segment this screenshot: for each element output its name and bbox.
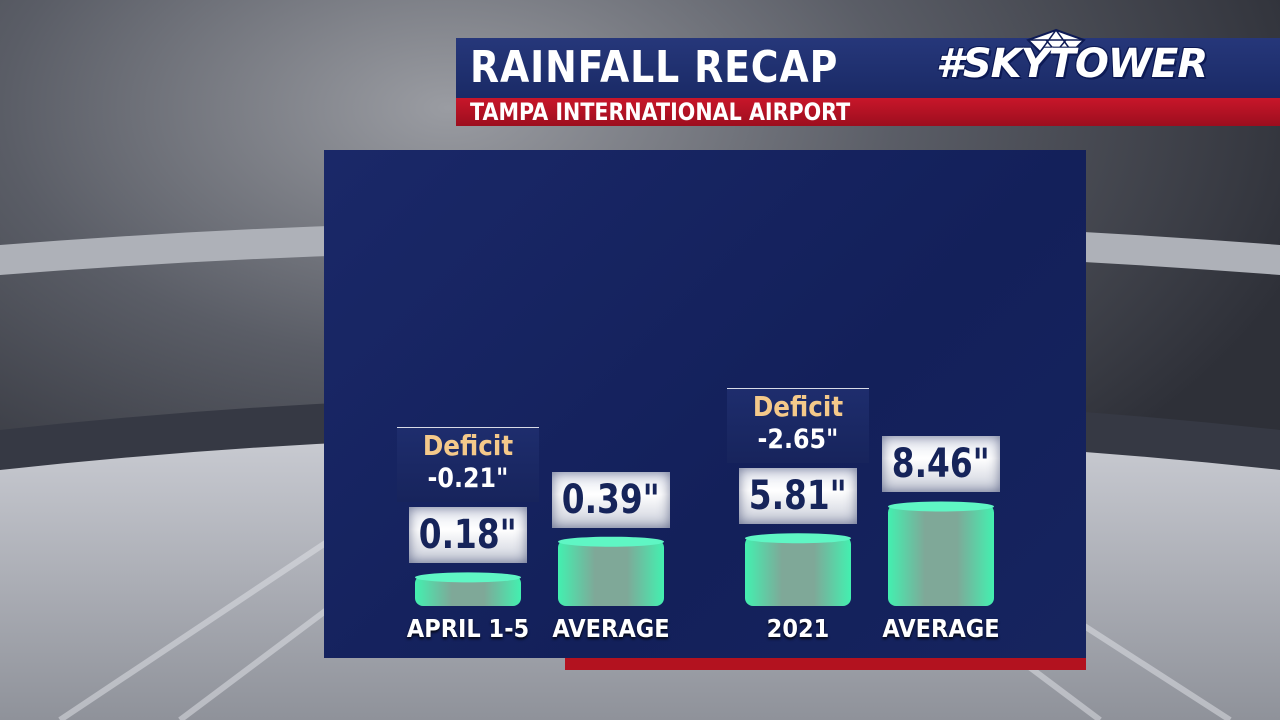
category-label-0: APRIL 1-5	[406, 614, 530, 643]
subtitle-bar: TAMPA INTERNATIONAL AIRPORT	[456, 98, 1280, 126]
value-label-box-0: 0.18"	[409, 507, 527, 564]
bar-cap-2	[745, 533, 851, 544]
value-label-3: 8.46"	[891, 441, 991, 488]
bar-1	[558, 539, 664, 606]
deficit-annotation-0: Deficit -0.21"	[397, 427, 539, 503]
category-label-1: AVERAGE	[552, 614, 670, 643]
bar-cap-1	[558, 536, 664, 547]
deficit-value-0: -0.21"	[427, 463, 509, 495]
value-label-box-3: 8.46"	[882, 436, 1000, 493]
title-bar: RAINFALL RECAP	[456, 38, 1280, 98]
value-label-box-2: 5.81"	[739, 468, 857, 525]
value-label-1: 0.39"	[561, 476, 661, 523]
value-label-box-1: 0.39"	[552, 471, 670, 528]
bar-2	[745, 536, 851, 606]
value-label-0: 0.18"	[418, 512, 518, 559]
header: RAINFALL RECAP TAMPA INTERNATIONAL AIRPO…	[456, 28, 1280, 126]
skytower-logo: #SKYTOWER	[936, 22, 1208, 102]
radar-dome-icon	[1026, 28, 1086, 54]
bar-0	[415, 575, 521, 606]
bar-cap-0	[415, 572, 521, 583]
deficit-annotation-2: Deficit -2.65"	[727, 388, 869, 464]
logo-text: #SKYTOWER	[936, 41, 1208, 87]
category-label-2: 2021	[766, 614, 830, 643]
deficit-label-0: Deficit	[422, 429, 514, 463]
chart-subtitle: TAMPA INTERNATIONAL AIRPORT	[470, 98, 851, 126]
chart-title: RAINFALL RECAP	[470, 42, 839, 93]
deficit-label-2: Deficit	[752, 390, 844, 424]
panel-accent-bar	[565, 658, 1086, 670]
value-label-2: 5.81"	[748, 473, 848, 520]
bar-3	[888, 504, 994, 606]
bar-cap-3	[888, 501, 994, 512]
category-label-3: AVERAGE	[882, 614, 1000, 643]
deficit-value-2: -2.65"	[757, 424, 839, 456]
